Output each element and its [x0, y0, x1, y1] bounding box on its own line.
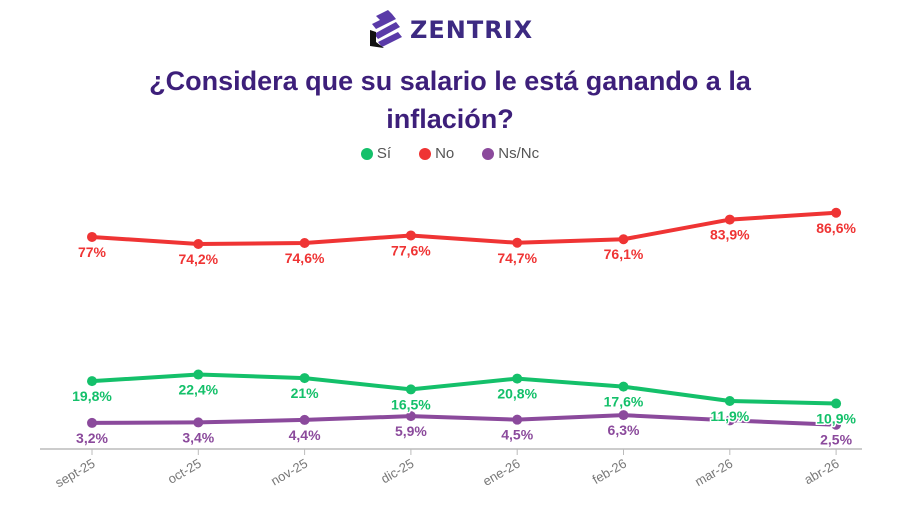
x-tick-label: oct-25 [165, 456, 204, 487]
data-point [512, 237, 523, 248]
data-point [831, 419, 842, 430]
data-point [405, 411, 416, 422]
x-tick-label: dic-25 [378, 456, 416, 487]
x-tick-label: ene-26 [480, 456, 523, 489]
data-point [299, 373, 310, 384]
data-label: 21% [291, 385, 320, 401]
data-point [87, 231, 97, 242]
x-tick-label: nov-25 [268, 456, 310, 489]
legend-label: No [435, 145, 455, 162]
data-point [193, 369, 204, 380]
data-label: 86,6% [816, 220, 856, 236]
series-line-1 [91, 210, 837, 247]
data-label: 83,9% [710, 227, 750, 243]
data-point [618, 234, 629, 245]
data-point [831, 207, 842, 218]
brand-logo: ZENTRIX [368, 10, 533, 50]
data-point [618, 410, 629, 421]
legend-item-no: No [419, 145, 454, 162]
data-label: 19,8% [72, 388, 112, 404]
data-point [724, 415, 735, 426]
data-point [87, 417, 97, 428]
x-tick-label: feb-26 [590, 456, 629, 487]
data-label: 17,6% [604, 394, 644, 410]
series-line-0 [91, 372, 837, 406]
data-point [405, 230, 416, 241]
legend-swatch [419, 147, 432, 160]
data-label: 5,9% [395, 423, 427, 439]
data-point [618, 381, 629, 392]
data-label: 20,8% [497, 386, 537, 402]
data-label: 3,2% [76, 430, 108, 446]
data-point [724, 396, 735, 407]
data-label: 77% [78, 244, 107, 260]
data-point [831, 398, 842, 409]
legend: Sí No Ns/Nc [0, 145, 900, 162]
data-point [299, 414, 310, 425]
legend-item-si: Sí [360, 145, 392, 162]
data-label: 10,9% [816, 411, 856, 427]
legend-swatch [360, 147, 373, 160]
data-label: 16,5% [391, 396, 431, 412]
data-label: 74,7% [497, 250, 537, 266]
data-point [405, 384, 416, 395]
data-point [299, 238, 310, 249]
brand-name: ZENTRIX [410, 16, 534, 44]
data-label: 2,5% [820, 432, 852, 448]
data-label: 4,4% [289, 427, 321, 443]
legend-item-nsnc: Ns/Nc [482, 145, 539, 162]
data-label: 4,5% [501, 427, 533, 443]
data-point [724, 214, 735, 225]
legend-label: Ns/Nc [498, 145, 540, 162]
data-label: 77,6% [391, 242, 431, 258]
data-point [512, 414, 523, 425]
data-label: 74,6% [285, 250, 325, 266]
series-line-2 [91, 413, 837, 427]
data-point [193, 239, 204, 250]
zentrix-logo-icon [370, 10, 402, 48]
data-label: 74,2% [178, 251, 218, 267]
data-point [512, 373, 523, 384]
data-label: 22,4% [178, 382, 218, 398]
legend-swatch [482, 147, 495, 160]
data-label: 11,9% [710, 408, 749, 424]
data-point [87, 376, 97, 387]
x-tick-label: abr-26 [802, 456, 842, 488]
chart-title: ¿Considera que su salario le está ganand… [149, 66, 751, 134]
legend-label: Sí [376, 145, 392, 162]
x-tick-label: sept-25 [52, 456, 97, 491]
x-tick-label: mar-26 [692, 456, 735, 490]
data-label: 76,1% [604, 246, 644, 262]
data-point [193, 417, 204, 428]
data-label: 6,3% [608, 422, 640, 438]
data-label: 3,4% [182, 429, 214, 445]
